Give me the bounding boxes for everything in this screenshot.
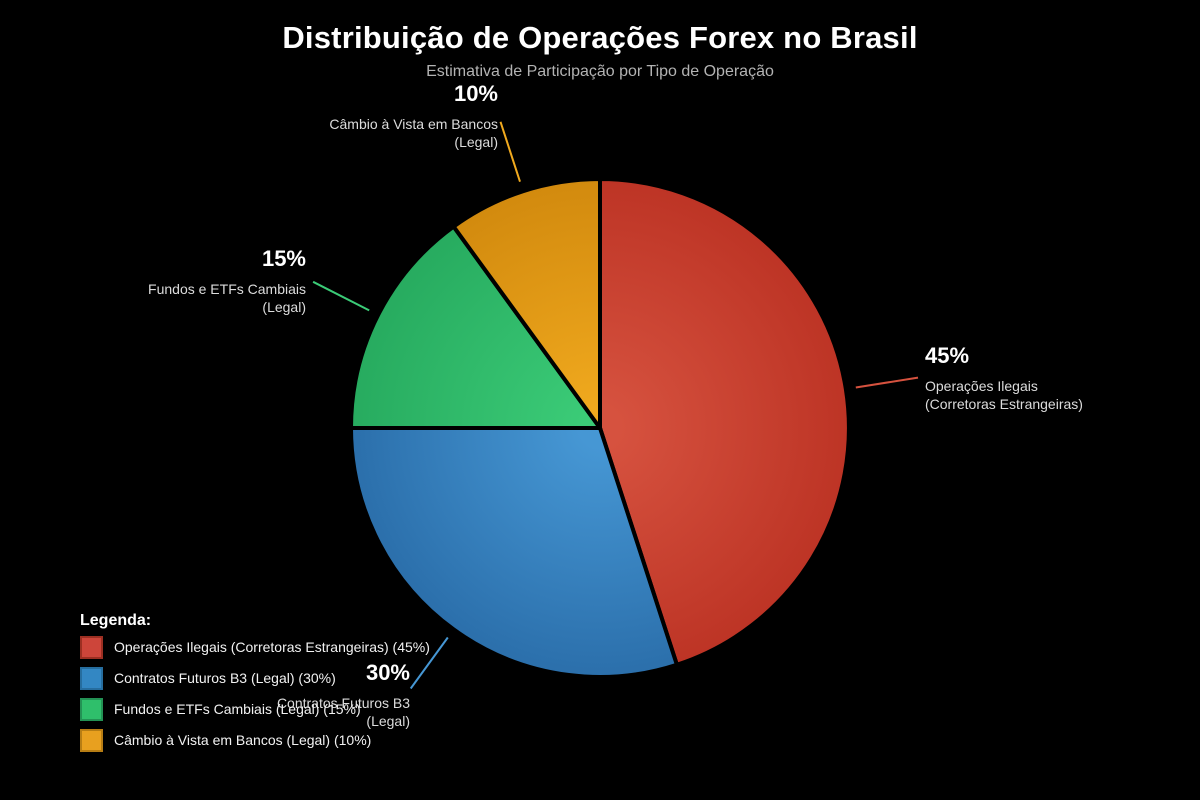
legend-swatch-red-icon (80, 635, 103, 659)
legend-swatch-blue-icon (80, 666, 103, 690)
legend-item-contratos-futuros[interactable]: Contratos Futuros B3 (Legal) (30%) (80, 666, 430, 690)
annotation-cambio-vista: 10% Câmbio à Vista em Bancos (Legal) (329, 82, 498, 151)
annotation-contratos-futuros: 30% Contratos Futuros B3 (Legal) (277, 661, 410, 730)
legend: Legenda: Operações Ilegais (Corretoras E… (80, 612, 430, 760)
annotation-line2: (Legal) (262, 299, 306, 315)
annotation-line2: (Legal) (366, 713, 410, 729)
pie-slice-cambio-a-vista[interactable] (451, 177, 602, 430)
legend-item-label: Câmbio à Vista em Bancos (Legal) (10%) (114, 732, 372, 748)
annotation-fundos-etfs: 15% Fundos e ETFs Cambiais (Legal) (148, 247, 306, 316)
annotation-line1: Contratos Futuros B3 (276, 695, 410, 711)
annotation-pct: 10% (453, 81, 498, 106)
annotation-line1: Operações Ilegais (925, 378, 1038, 394)
legend-swatch-orange-icon (80, 728, 103, 752)
annotation-pct: 15% (261, 246, 306, 271)
annotation-pct: 30% (365, 660, 410, 685)
annotation-pct: 45% (925, 343, 970, 368)
leader-line-operacoes-ilegais (855, 376, 919, 389)
annotation-line1: Fundos e ETFs Cambiais (148, 281, 306, 297)
annotation-line2: (Corretoras Estrangeiras) (925, 396, 1083, 412)
legend-item-cambio-vista[interactable]: Câmbio à Vista em Bancos (Legal) (10%) (80, 728, 430, 752)
pie-slice-contratos-futuros-b3[interactable] (349, 426, 679, 679)
pie-slice-operacoes-ilegais[interactable] (598, 177, 851, 667)
chart-title: Distribuição de Operações Forex no Brasi… (282, 20, 918, 55)
annotation-line2: (Legal) (454, 134, 498, 150)
annotation-line1: Câmbio à Vista em Bancos (329, 116, 498, 132)
leader-line-cambio-a-vista (499, 121, 521, 183)
legend-item-operacoes-ilegais[interactable]: Operações Ilegais (Corretoras Estrangeir… (80, 635, 430, 659)
leader-line-contratos-futuros-b3 (409, 636, 449, 690)
legend-item-label: Contratos Futuros B3 (Legal) (30%) (114, 670, 336, 686)
chart-subtitle: Estimativa de Participação por Tipo de O… (426, 63, 774, 80)
pie-slice-fundos-etfs-cambiais[interactable] (349, 224, 602, 430)
annotation-operacoes-ilegais: 45% Operações Ilegais (Corretoras Estran… (925, 344, 1083, 413)
legend-item-label: Operações Ilegais (Corretoras Estrangeir… (114, 639, 430, 655)
legend-item-label: Fundos e ETFs Cambiais (Legal) (15%) (114, 701, 361, 717)
legend-title: Legenda: (80, 612, 152, 629)
legend-item-fundos-etfs[interactable]: Fundos e ETFs Cambiais (Legal) (15%) (80, 697, 430, 721)
leader-line-fundos-etfs-cambiais (312, 280, 370, 312)
legend-swatch-green-icon (80, 697, 103, 721)
